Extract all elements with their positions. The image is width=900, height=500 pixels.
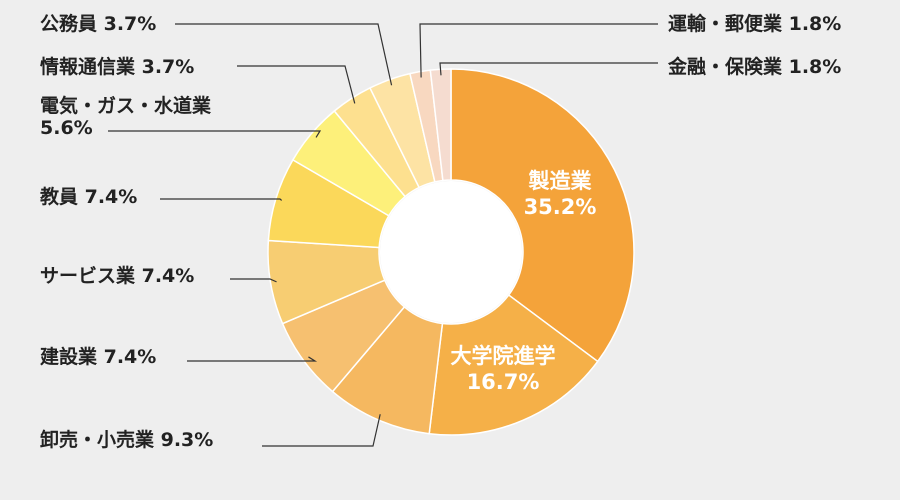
leader-line-6: [108, 130, 322, 138]
leader-line-2: [262, 414, 381, 447]
donut-slice-10: [429, 68, 452, 182]
donut-slice-1: [428, 293, 599, 436]
leader-line-4: [230, 278, 277, 283]
slice-label-2: 卸売・小売業 9.3%: [40, 428, 213, 451]
leader-line-7: [237, 65, 356, 104]
donut-slice-0: [450, 68, 635, 363]
slice-label-6: 電気・ガス・水道業 5.6%: [40, 94, 212, 139]
leader-line-3: [187, 356, 318, 362]
slice-label-10: 金融・保険業 1.8%: [667, 55, 841, 78]
slice-label-5: 教員 7.4%: [40, 185, 137, 208]
slice-label-3: 建設業 7.4%: [40, 345, 156, 368]
leader-line-10: [439, 62, 658, 76]
slice-label-inside-0: 製造業 35.2%: [524, 169, 597, 219]
leader-line-5: [160, 198, 283, 201]
slice-label-8: 公務員 3.7%: [40, 12, 156, 35]
donut-hole: [380, 181, 522, 323]
slice-label-inside-1: 大学院進学 16.7%: [451, 344, 556, 394]
slice-label-9: 運輸・郵便業 1.8%: [668, 12, 841, 35]
slice-label-7: 情報通信業 3.7%: [40, 55, 194, 78]
slice-label-4: サービス業 7.4%: [40, 264, 194, 287]
leader-line-8: [175, 23, 393, 86]
leader-line-9: [419, 23, 658, 78]
